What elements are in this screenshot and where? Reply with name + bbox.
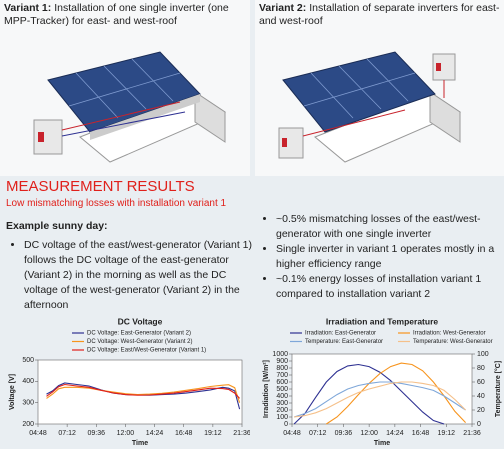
legend-label: Irradiation: West-Generator	[413, 331, 486, 337]
variant2-desc: Installation of separate inverters for e…	[259, 2, 500, 27]
y-tick-label: 600	[276, 379, 288, 386]
series-line	[293, 381, 466, 418]
y-tick-label: 500	[22, 357, 34, 364]
legend-label: Temperature: East-Generator	[305, 339, 383, 345]
right-bullets: ~0.5% mismatching losses of the east/wes…	[262, 212, 504, 302]
x-tick-label: 21:36	[463, 430, 481, 437]
variant1-text: Variant 1: Installation of one single in…	[4, 2, 246, 28]
x-tick-label: 19:12	[438, 430, 456, 437]
x-tick-label: 04:48	[29, 430, 47, 437]
y2-tick-label: 60	[477, 379, 485, 386]
x-tick-label: 14:24	[386, 430, 404, 437]
series-line	[46, 383, 241, 399]
bullet: Single inverter in variant 1 operates mo…	[276, 242, 504, 272]
example-heading: Example sunny day:	[6, 220, 108, 232]
y-axis-title: Irradiation [W/m²]	[263, 360, 270, 418]
x-tick-label: 07:12	[309, 430, 327, 437]
dc-voltage-chart: DC Voltage 200 300 400 500 04:48 07:12 09:36 12:…	[9, 316, 250, 447]
y-tick-label: 900	[276, 358, 288, 365]
variant1-desc: Installation of one single inverter (one…	[4, 2, 229, 27]
y-tick-label: 300	[22, 400, 34, 407]
y2-tick-label: 0	[477, 421, 481, 428]
results-title: MEASUREMENT RESULTS	[6, 178, 195, 195]
house-illustration	[278, 51, 462, 163]
bullet: ~0.5% mismatching losses of the east/wes…	[276, 212, 504, 242]
y2-tick-label: 40	[477, 393, 485, 400]
variant2-text: Variant 2: Installation of separate inve…	[259, 2, 500, 28]
y-axis-title: Voltage [V]	[9, 374, 16, 410]
x-tick-label: 16:48	[175, 430, 193, 437]
y-tick-label: 100	[276, 414, 288, 421]
plot-area	[37, 359, 243, 425]
legend-label: Irradiation: East-Generator	[305, 331, 376, 337]
x-tick-label: 09:36	[88, 430, 106, 437]
y-tick-label: 800	[276, 365, 288, 372]
left-bullets: DC voltage of the east/west-generator (V…	[10, 238, 256, 313]
plot-area	[291, 353, 473, 425]
x-tick-label: 04:48	[283, 430, 301, 437]
y2-tick-label: 80	[477, 365, 485, 372]
x-tick-label: 19:12	[204, 430, 222, 437]
series-line	[325, 362, 466, 425]
x-tick-label: 09:36	[335, 430, 353, 437]
series-line	[294, 381, 466, 418]
x-axis-title: Time	[132, 440, 148, 447]
y-tick-label: 400	[276, 393, 288, 400]
y2-axis-title: Temperature [°C]	[494, 361, 502, 417]
series-line	[293, 363, 445, 425]
y-tick-label: 500	[276, 386, 288, 393]
y-tick-label: 200	[22, 421, 34, 428]
x-tick-label: 07:12	[58, 430, 76, 437]
series-line	[46, 384, 241, 403]
y-tick-label: 1000	[272, 351, 288, 358]
bullet: ~0.1% energy losses of installation vari…	[276, 272, 504, 302]
bullet: DC voltage of the east/west-generator (V…	[24, 238, 256, 313]
y2-tick-label: 20	[477, 407, 485, 414]
y-tick-label: 200	[276, 407, 288, 414]
variant1-label: Variant 1:	[4, 2, 52, 14]
x-tick-label: 12:00	[117, 430, 135, 437]
y-tick-label: 300	[276, 400, 288, 407]
x-tick-label: 14:24	[146, 430, 164, 437]
y-tick-label: 0	[284, 421, 288, 428]
results-subtitle: Low mismatching losses with installation…	[6, 198, 227, 209]
variant1-panel: Variant 1: Installation of one single in…	[0, 0, 250, 176]
x-axis-title: Time	[374, 440, 390, 447]
legend-label: DC Voltage: East/West-Generator (Variant…	[87, 348, 206, 354]
variant2-label: Variant 2:	[259, 2, 307, 14]
y-tick-label: 400	[22, 378, 34, 385]
irradiation-chart: Irradiation and Temperature0100200300400…	[263, 316, 502, 447]
legend-label: Temperature: West-Generator	[413, 339, 493, 345]
x-tick-label: 21:36	[233, 430, 250, 437]
y2-tick-label: 100	[477, 351, 489, 358]
house-illustration	[33, 51, 227, 163]
y-tick-label: 700	[276, 372, 288, 379]
variant2-panel: Variant 2: Installation of separate inve…	[255, 0, 504, 176]
x-tick-label: 16:48	[412, 430, 430, 437]
chart-title: Irradiation and Temperature	[326, 316, 439, 326]
legend-label: DC Voltage: East-Generator (Variant 2)	[87, 331, 191, 337]
chart-title: DC Voltage	[118, 316, 163, 326]
legend-label: DC Voltage: West-Generator (Variant 2)	[87, 339, 193, 345]
x-tick-label: 12:00	[360, 430, 378, 437]
